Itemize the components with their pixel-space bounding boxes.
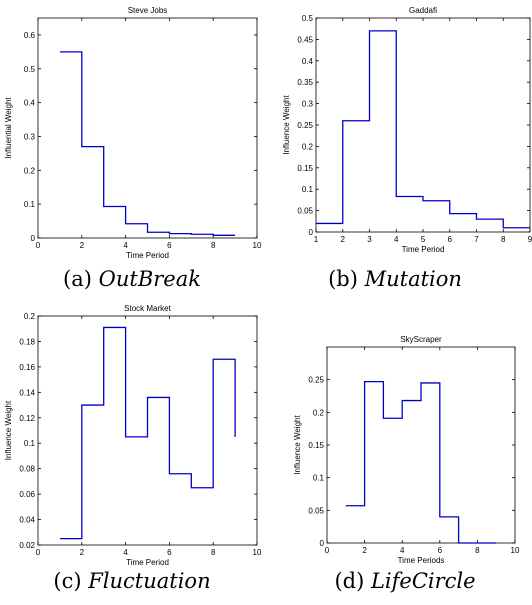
caption-name: Fluctuation	[88, 569, 211, 593]
y-tick-label: 0.5	[24, 65, 36, 74]
y-tick-label: 0.04	[19, 516, 35, 525]
y-tick-label: 0.25	[297, 121, 313, 130]
caption-d: (d) LifeCircle	[334, 569, 475, 593]
caption-name: LifeCircle	[370, 569, 476, 593]
x-tick-label: 2	[362, 546, 367, 555]
caption-label: (d)	[334, 569, 371, 593]
caption-b: (b) Mutation	[328, 267, 462, 291]
y-tick-label: 0.08	[19, 465, 35, 474]
x-tick-label: 2	[80, 548, 85, 557]
x-tick-label: 6	[167, 548, 172, 557]
x-tick-label: 6	[167, 241, 172, 250]
series-line	[316, 30, 530, 229]
y-tick-label: 0.2	[24, 312, 36, 321]
y-tick-label: 0.6	[24, 31, 36, 40]
y-tick-label: 0.05	[297, 207, 313, 216]
chart-title: Stock Market	[124, 304, 171, 313]
y-tick-label: 0.02	[19, 541, 35, 550]
y-tick-label: 0.5	[302, 14, 314, 23]
y-tick-label: 0.4	[24, 99, 36, 108]
x-tick-label: 4	[400, 546, 405, 555]
x-axis-label: Time Period	[126, 251, 169, 260]
x-tick-label: 10	[511, 546, 520, 555]
x-tick-label: 5	[421, 235, 426, 244]
y-tick-label: 0.05	[308, 506, 324, 515]
x-tick-label: 0	[36, 241, 41, 250]
y-tick-label: 0.1	[313, 474, 325, 483]
caption-name: Mutation	[364, 267, 462, 291]
x-tick-label: 8	[211, 241, 216, 250]
y-tick-label: 0.06	[19, 490, 35, 499]
x-tick-label: 10	[253, 548, 262, 557]
x-tick-label: 10	[253, 241, 262, 250]
x-tick-label: 8	[211, 548, 216, 557]
y-tick-label: 0.3	[302, 100, 314, 109]
y-tick-label: 0.14	[19, 388, 35, 397]
caption-label: (a)	[63, 267, 99, 291]
caption-name: OutBreak	[98, 267, 201, 291]
y-axis-label: Influence Weight	[282, 95, 291, 155]
x-tick-label: 4	[394, 235, 399, 244]
y-tick-label: 0.1	[24, 439, 36, 448]
caption-label: (c)	[53, 569, 89, 593]
y-tick-label: 0	[31, 234, 36, 243]
x-tick-label: 0	[36, 548, 41, 557]
y-tick-label: 0.35	[297, 78, 313, 87]
y-tick-label: 0.1	[302, 185, 314, 194]
y-tick-label: 0.16	[19, 363, 35, 372]
y-tick-label: 0.2	[313, 408, 325, 417]
plot-area	[326, 346, 516, 544]
x-tick-label: 1	[314, 235, 319, 244]
y-tick-label: 0.4	[302, 57, 314, 66]
x-axis-label: Time Period	[402, 245, 445, 254]
y-tick-label: 0.25	[308, 376, 324, 385]
caption-a: (a) OutBreak	[63, 267, 201, 291]
series-line	[59, 51, 236, 236]
x-tick-label: 4	[123, 548, 128, 557]
plot-area	[37, 17, 258, 239]
x-axis-label: Time Periods	[398, 556, 445, 565]
plot-area	[37, 315, 258, 546]
x-tick-label: 6	[448, 235, 453, 244]
y-tick-label: 0.2	[302, 142, 314, 151]
x-tick-label: 3	[367, 235, 372, 244]
y-axis-label: Influence Weight	[4, 400, 13, 460]
x-tick-label: 4	[123, 241, 128, 250]
x-tick-label: 0	[325, 546, 330, 555]
y-tick-label: 0	[309, 228, 314, 237]
series-line	[345, 380, 497, 544]
y-tick-label: 0.15	[308, 441, 324, 450]
x-tick-label: 2	[80, 241, 85, 250]
x-tick-label: 2	[341, 235, 346, 244]
chart-title: Steve Jobs	[128, 6, 168, 15]
x-tick-label: 9	[528, 235, 532, 244]
caption-c: (c) Fluctuation	[53, 569, 210, 593]
y-tick-label: 0.15	[297, 164, 313, 173]
x-tick-label: 6	[438, 546, 443, 555]
x-axis-label: Time Period	[126, 558, 169, 567]
y-tick-label: 0.18	[19, 337, 35, 346]
y-tick-label: 0.45	[297, 35, 313, 44]
chart-title: SkyScraper	[400, 335, 442, 344]
y-tick-label: 0.12	[19, 414, 35, 423]
y-tick-label: 0	[320, 539, 325, 548]
caption-label: (b)	[328, 267, 365, 291]
y-axis-label: Influence Weight	[293, 415, 302, 475]
chart-title: Gaddafi	[409, 6, 437, 15]
y-tick-label: 0.2	[24, 166, 36, 175]
y-tick-label: 0.1	[24, 200, 36, 209]
x-tick-label: 8	[475, 546, 480, 555]
y-tick-label: 0.3	[24, 132, 36, 141]
y-axis-label: Influential Weight	[4, 97, 13, 159]
series-line	[59, 326, 236, 540]
x-tick-label: 7	[474, 235, 479, 244]
x-tick-label: 8	[501, 235, 506, 244]
